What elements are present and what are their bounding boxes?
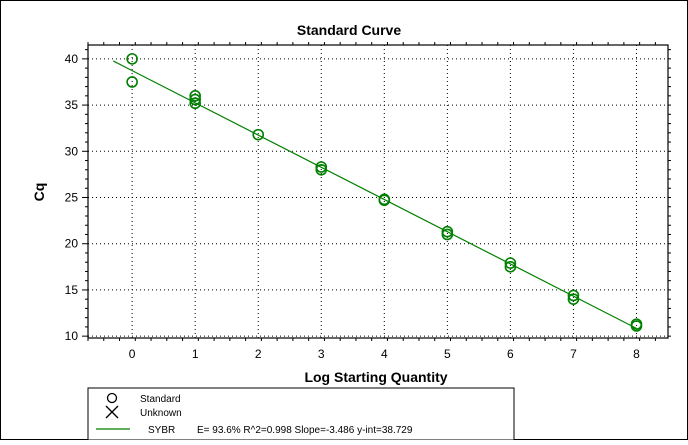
y-tick-label: 10: [65, 329, 79, 343]
data-point: [126, 53, 138, 65]
y-axis-label: Cq: [31, 183, 47, 202]
legend-label: Standard: [140, 394, 181, 405]
data-point: [189, 93, 201, 106]
y-tick-label: 25: [65, 191, 79, 205]
chart-title: Standard Curve: [297, 22, 401, 38]
data-point: [567, 293, 580, 305]
y-tick-label: 20: [65, 237, 79, 251]
data-point: [189, 90, 201, 102]
x-tick-label: 8: [633, 347, 640, 361]
x-tick-label: 0: [129, 347, 136, 361]
y-tick-label: 30: [65, 144, 79, 158]
x-tick-label: 2: [255, 347, 262, 361]
data-point: [504, 257, 517, 269]
data-point: [567, 289, 580, 302]
y-tick-label: 35: [65, 98, 79, 112]
data-point: [630, 320, 643, 332]
legend: Standard Unknown SYBR E= 93.6% R^2=0.998 Sl…: [87, 387, 515, 441]
x-tick-label: 1: [192, 347, 199, 361]
data-point: [126, 76, 138, 88]
x-tick-label: 4: [381, 347, 388, 361]
x-tick-label: 3: [318, 347, 325, 361]
data-point: [252, 128, 265, 141]
data-point: [504, 261, 517, 273]
plot-area: 0 1 2 3 4 5 6 7 8 10 15 20 25 30 35 40: [65, 42, 671, 361]
x-tick-label: 7: [570, 347, 577, 361]
x-tick-label: 5: [444, 347, 451, 361]
y-tick-label: 40: [65, 52, 79, 66]
plot-border: [87, 44, 669, 339]
data-point: [378, 194, 391, 207]
legend-fit-stats: E= 93.6% R^2=0.998 Slope=-3.486 y-int=38…: [197, 425, 413, 436]
y-tick-label: 15: [65, 283, 79, 297]
legend-unknown-marker: [105, 405, 119, 419]
data-point: [315, 163, 328, 176]
x-axis-label: Log Starting Quantity: [304, 369, 447, 385]
data-point: [189, 97, 201, 110]
legend-label: SYBR: [148, 425, 175, 436]
legend-label: Unknown: [140, 408, 182, 419]
x-tick-label: 6: [507, 347, 514, 361]
legend-standard-marker: [106, 392, 118, 404]
data-point: [441, 228, 454, 241]
